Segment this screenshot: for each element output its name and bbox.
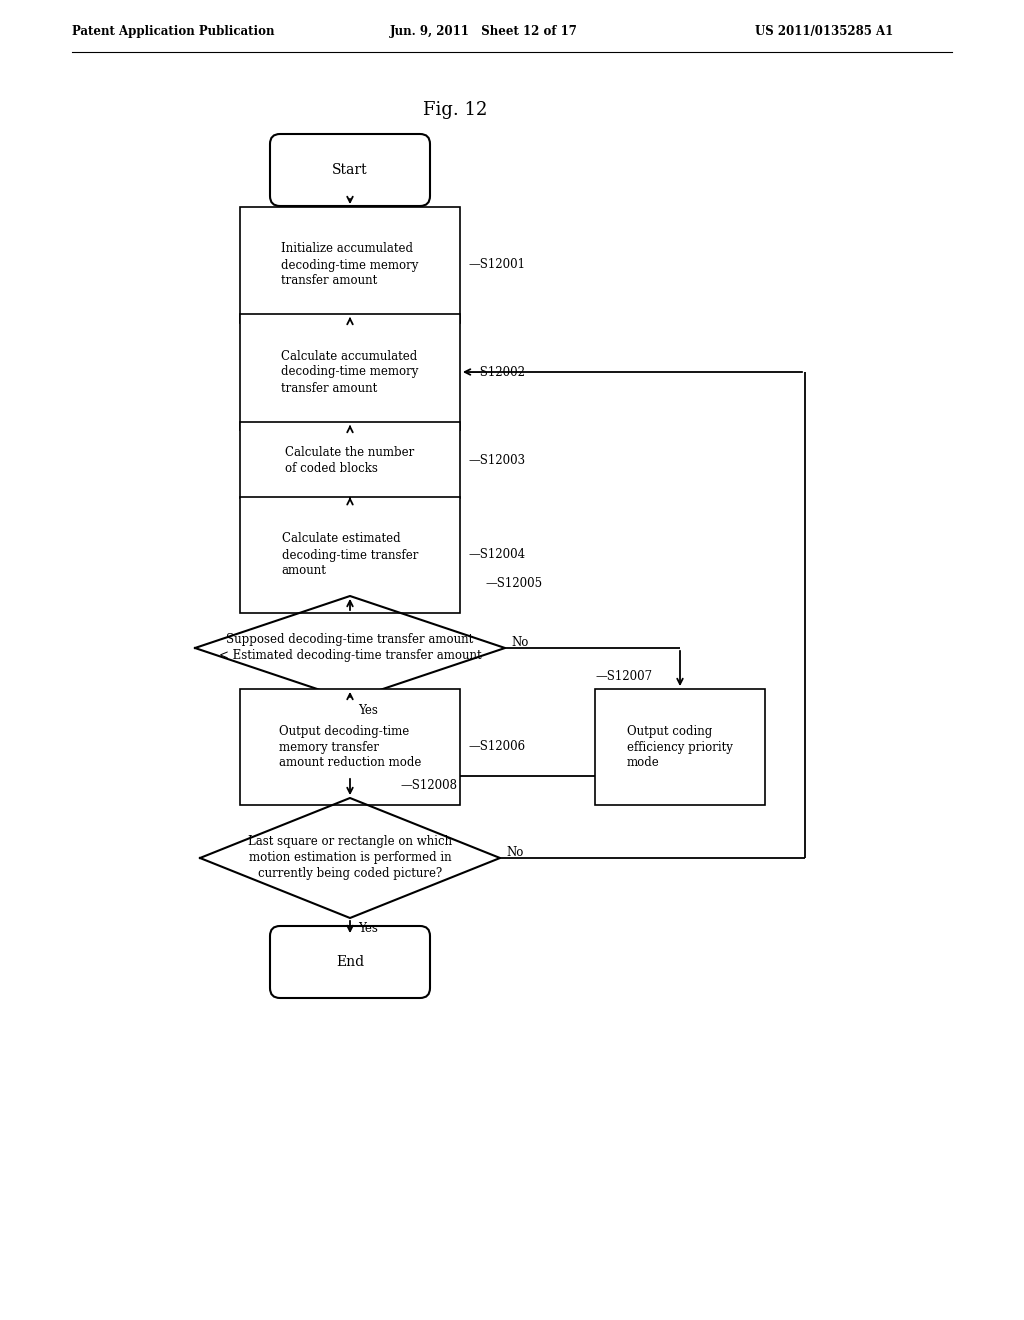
- Text: Start: Start: [332, 162, 368, 177]
- Text: Output coding
efficiency priority
mode: Output coding efficiency priority mode: [627, 725, 733, 770]
- Text: —S12001: —S12001: [468, 259, 525, 272]
- Text: —S12002: —S12002: [468, 366, 525, 379]
- Text: End: End: [336, 954, 365, 969]
- Text: Fig. 12: Fig. 12: [423, 102, 487, 119]
- Text: —S12006: —S12006: [468, 741, 525, 754]
- Text: —S12004: —S12004: [468, 549, 525, 561]
- FancyBboxPatch shape: [240, 314, 460, 430]
- Text: Patent Application Publication: Patent Application Publication: [72, 25, 274, 38]
- FancyBboxPatch shape: [240, 689, 460, 805]
- FancyBboxPatch shape: [240, 498, 460, 612]
- Text: Calculate accumulated
decoding-time memory
transfer amount: Calculate accumulated decoding-time memo…: [282, 350, 419, 395]
- Polygon shape: [200, 799, 500, 917]
- Text: Yes: Yes: [358, 704, 378, 717]
- FancyBboxPatch shape: [270, 927, 430, 998]
- Text: Calculate estimated
decoding-time transfer
amount: Calculate estimated decoding-time transf…: [282, 532, 418, 578]
- Text: —S12007: —S12007: [595, 671, 652, 682]
- Text: Calculate the number
of coded blocks: Calculate the number of coded blocks: [286, 446, 415, 474]
- Text: Initialize accumulated
decoding-time memory
transfer amount: Initialize accumulated decoding-time mem…: [282, 243, 419, 288]
- FancyBboxPatch shape: [270, 135, 430, 206]
- Text: Last square or rectangle on which
motion estimation is performed in
currently be: Last square or rectangle on which motion…: [248, 836, 452, 880]
- Text: Yes: Yes: [358, 921, 378, 935]
- FancyBboxPatch shape: [240, 422, 460, 498]
- Text: No: No: [506, 846, 523, 858]
- Text: —S12005: —S12005: [485, 577, 542, 590]
- Text: —S12008: —S12008: [400, 779, 457, 792]
- FancyBboxPatch shape: [240, 207, 460, 323]
- Text: Output decoding-time
memory transfer
amount reduction mode: Output decoding-time memory transfer amo…: [279, 725, 421, 770]
- Text: —S12003: —S12003: [468, 454, 525, 466]
- Polygon shape: [195, 597, 505, 700]
- Text: Jun. 9, 2011   Sheet 12 of 17: Jun. 9, 2011 Sheet 12 of 17: [390, 25, 578, 38]
- Text: Supposed decoding-time transfer amount
< Estimated decoding-time transfer amount: Supposed decoding-time transfer amount <…: [219, 634, 481, 663]
- FancyBboxPatch shape: [595, 689, 765, 805]
- Text: US 2011/0135285 A1: US 2011/0135285 A1: [755, 25, 893, 38]
- Text: No: No: [511, 635, 528, 648]
